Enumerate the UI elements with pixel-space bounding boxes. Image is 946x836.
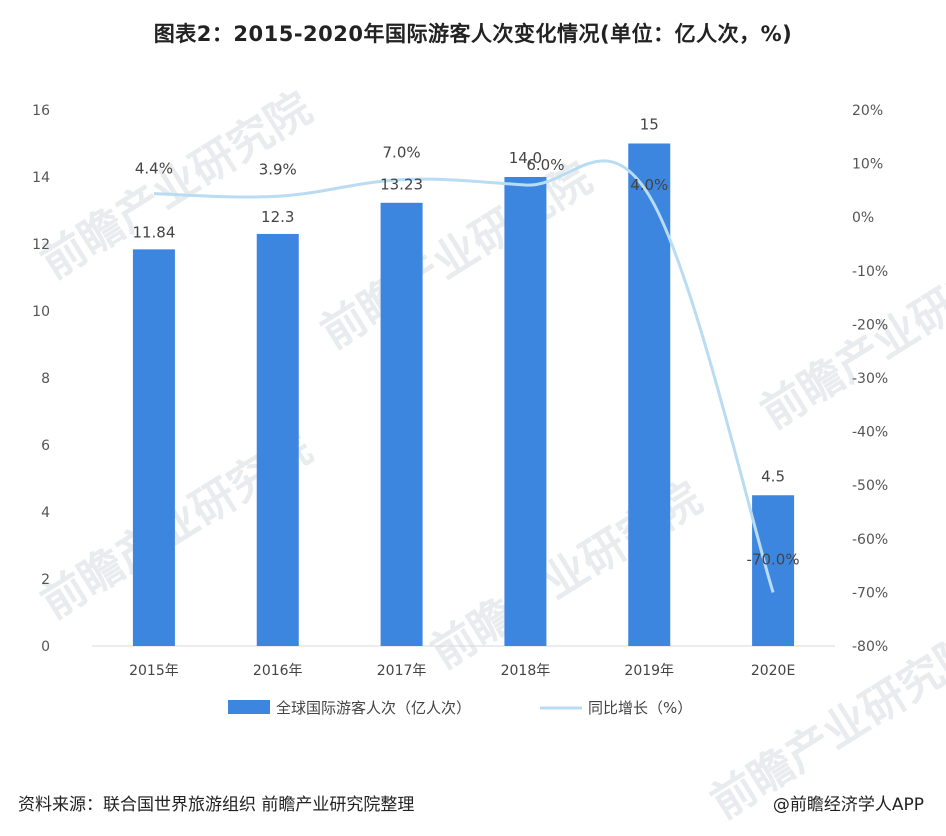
- growth-value-label: 6.0%: [526, 156, 564, 174]
- bar: [504, 177, 547, 646]
- x-tick-label: 2017年: [377, 663, 427, 679]
- x-tick-label: 2015年: [129, 663, 179, 679]
- y-left-tick-label: 12: [32, 237, 50, 253]
- y-right-tick-label: -40%: [852, 425, 888, 441]
- y-left-tick-label: 2: [41, 572, 50, 588]
- y-left-tick-label: 0: [41, 639, 50, 655]
- source-note: 资料来源：联合国世界旅游组织 前瞻产业研究院整理: [18, 795, 415, 815]
- bar-value-label: 12.3: [261, 208, 294, 226]
- bar: [132, 249, 175, 647]
- y-left-tick-label: 6: [41, 438, 50, 454]
- y-right-tick-label: -60%: [852, 532, 888, 548]
- bar-value-label: 15: [640, 116, 659, 134]
- y-right-tick-label: -50%: [852, 478, 888, 494]
- chart-title: 图表2：2015-2020年国际游客人次变化情况(单位：亿人次，%): [153, 22, 793, 46]
- y-right-tick-label: -80%: [852, 639, 888, 655]
- y-left-tick-label: 10: [32, 304, 50, 320]
- legend-label-line: 同比增长（%）: [588, 699, 692, 717]
- legend-label-bars: 全球国际游客人次（亿人次）: [276, 699, 471, 717]
- bar: [380, 202, 423, 647]
- y-right-tick-label: 10%: [852, 157, 883, 173]
- bar-value-label: 13.23: [380, 176, 423, 194]
- bar-value-label: 4.5: [761, 467, 785, 485]
- y-left-tick-label: 16: [32, 103, 50, 119]
- bar-value-label: 14.0: [509, 149, 542, 167]
- y-right-tick-label: -10%: [852, 264, 888, 280]
- x-tick-label: 2018年: [501, 663, 551, 679]
- growth-value-label: 4.4%: [135, 160, 173, 178]
- bar: [256, 233, 299, 646]
- growth-value-label: 4.0%: [630, 176, 668, 194]
- y-left-tick-label: 4: [41, 505, 50, 521]
- growth-value-label: -70.0%: [747, 550, 800, 568]
- bar: [752, 495, 795, 646]
- x-tick-label: 2019年: [624, 663, 674, 679]
- y-left-tick-label: 14: [32, 170, 50, 186]
- y-right-tick-label: -70%: [852, 585, 888, 601]
- y-right-tick-label: -30%: [852, 371, 888, 387]
- y-right-tick-label: -20%: [852, 317, 888, 333]
- legend-swatch-bars: [228, 700, 270, 714]
- x-tick-label: 2020E: [751, 663, 795, 679]
- bar-value-label: 11.84: [132, 223, 175, 241]
- y-left-tick-label: 8: [41, 371, 50, 387]
- x-tick-label: 2016年: [253, 663, 303, 679]
- y-right-tick-label: 20%: [852, 103, 883, 119]
- growth-value-label: 3.9%: [259, 160, 297, 178]
- bar: [628, 143, 671, 646]
- growth-value-label: 7.0%: [383, 144, 421, 162]
- credit-note: @前瞻经济学人APP: [772, 795, 924, 815]
- y-right-tick-label: 0%: [852, 210, 874, 226]
- growth-line: [153, 159, 775, 593]
